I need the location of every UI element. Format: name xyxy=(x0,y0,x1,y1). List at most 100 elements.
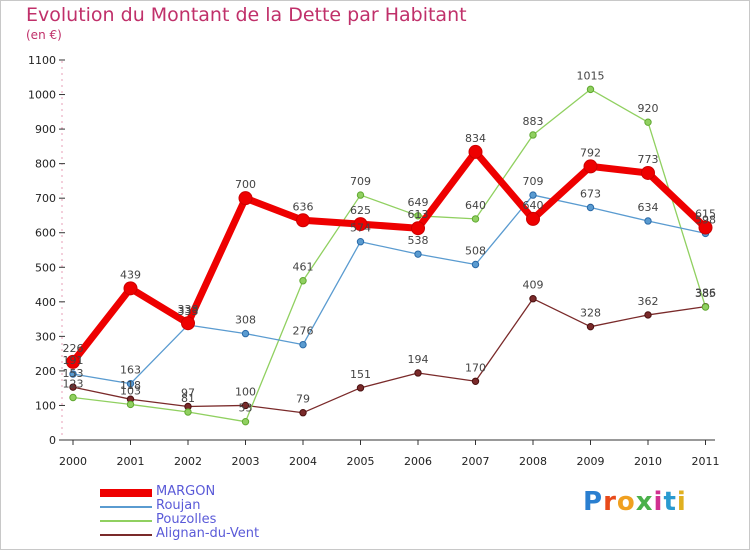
data-label-pouzolles: 461 xyxy=(293,261,314,274)
x-tick-label: 2011 xyxy=(692,455,720,468)
data-label-roujan: 673 xyxy=(580,188,601,201)
data-point-pouzolles xyxy=(471,215,480,223)
y-tick-label: 600 xyxy=(35,227,56,240)
data-point-margon xyxy=(296,213,310,228)
data-label-alignan: 362 xyxy=(638,295,659,308)
data-label-margon: 338 xyxy=(178,303,199,316)
data-label-pouzolles: 920 xyxy=(638,102,659,115)
data-label-margon: 613 xyxy=(408,208,429,221)
data-label-alignan: 170 xyxy=(465,361,486,374)
data-point-margon xyxy=(641,165,655,180)
x-tick-label: 2000 xyxy=(59,455,87,468)
x-tick-label: 2010 xyxy=(634,455,662,468)
data-point-roujan xyxy=(69,370,77,378)
series-line-pouzolles xyxy=(72,88,707,423)
data-label-roujan: 538 xyxy=(408,234,429,247)
data-label-margon: 773 xyxy=(638,153,659,166)
logo-letter: x xyxy=(635,487,654,517)
data-point-roujan xyxy=(356,238,365,246)
data-point-roujan xyxy=(529,191,537,199)
data-label-pouzolles: 709 xyxy=(350,175,371,188)
data-label-roujan: 163 xyxy=(120,364,141,377)
data-point-alignan xyxy=(414,369,422,377)
legend-label-alignan: Alignan-du-Vent xyxy=(156,526,260,541)
data-point-margon xyxy=(583,159,598,174)
data-point-pouzolles xyxy=(69,393,77,402)
data-point-alignan xyxy=(644,311,652,319)
y-tick-label: 200 xyxy=(35,365,56,378)
x-tick-label: 2004 xyxy=(289,455,317,468)
logo-letter: i xyxy=(653,487,664,517)
y-tick-label: 500 xyxy=(35,261,56,274)
x-tick-label: 2007 xyxy=(462,455,490,468)
data-label-alignan: 386 xyxy=(695,287,716,300)
data-point-pouzolles xyxy=(356,191,365,199)
data-label-pouzolles: 103 xyxy=(120,384,141,397)
data-point-margon xyxy=(181,316,195,331)
legend-swatch-pouzolles xyxy=(100,520,152,522)
data-label-roujan: 634 xyxy=(638,201,659,214)
x-tick-label: 2001 xyxy=(117,455,145,468)
series-line-roujan xyxy=(72,194,707,385)
legend-label-margon: MARGON xyxy=(156,484,216,499)
logo-letter: t xyxy=(663,487,677,517)
x-tick-label: 2006 xyxy=(404,455,432,468)
data-label-alignan: 118 xyxy=(120,379,141,392)
x-tick-label: 2005 xyxy=(347,455,375,468)
data-label-alignan: 328 xyxy=(580,307,601,320)
logo-letter: i xyxy=(676,487,687,517)
data-label-margon: 439 xyxy=(120,268,141,281)
logo-letter: P xyxy=(583,487,604,517)
x-tick-label: 2002 xyxy=(174,455,202,468)
data-label-alignan: 409 xyxy=(523,279,544,292)
y-tick-label: 700 xyxy=(35,192,56,205)
legend-label-roujan: Roujan xyxy=(156,498,201,513)
data-label-roujan: 508 xyxy=(465,245,486,258)
data-point-alignan xyxy=(241,401,250,410)
data-point-roujan xyxy=(414,250,422,258)
y-tick-label: 1100 xyxy=(28,54,56,67)
data-point-pouzolles xyxy=(644,118,652,126)
data-point-pouzolles xyxy=(241,417,250,426)
data-label-pouzolles: 123 xyxy=(63,378,84,391)
x-tick-label: 2008 xyxy=(519,455,547,468)
data-label-roujan: 276 xyxy=(293,325,314,338)
data-point-pouzolles xyxy=(299,277,307,285)
data-point-margon xyxy=(411,221,425,236)
data-point-pouzolles xyxy=(414,212,422,220)
data-label-alignan: 100 xyxy=(235,385,256,398)
chart-title: Evolution du Montant de la Dette par Hab… xyxy=(26,4,467,26)
data-label-margon: 640 xyxy=(523,199,544,212)
series-line-alignan xyxy=(72,298,707,414)
data-point-roujan xyxy=(299,340,307,349)
data-point-pouzolles xyxy=(701,303,710,311)
data-label-pouzolles: 53 xyxy=(239,402,253,415)
legend-swatch-roujan xyxy=(100,506,152,508)
data-label-roujan: 709 xyxy=(523,175,544,188)
data-point-roujan xyxy=(241,329,250,338)
data-label-pouzolles: 385 xyxy=(695,287,716,300)
data-label-margon: 834 xyxy=(465,132,486,145)
series-line-margon xyxy=(69,148,709,366)
data-point-pouzolles xyxy=(126,400,135,409)
y-tick-label: 400 xyxy=(35,296,56,309)
logo-letter: r xyxy=(603,487,617,517)
y-tick-label: 300 xyxy=(35,330,56,343)
data-label-roujan: 333 xyxy=(178,305,199,318)
data-label-roujan: 308 xyxy=(235,314,256,327)
data-point-margon xyxy=(238,191,253,206)
data-label-margon: 615 xyxy=(695,208,716,221)
data-point-margon xyxy=(66,354,80,369)
data-point-margon xyxy=(123,281,138,296)
data-label-alignan: 153 xyxy=(63,367,84,380)
y-tick-label: 800 xyxy=(35,158,56,171)
data-point-alignan xyxy=(529,295,537,303)
data-point-pouzolles xyxy=(586,85,595,94)
data-label-roujan: 598 xyxy=(695,213,716,226)
data-point-roujan xyxy=(471,260,480,269)
legend-swatch-margon xyxy=(100,489,152,497)
data-point-alignan xyxy=(299,409,307,417)
data-point-alignan xyxy=(471,377,480,385)
